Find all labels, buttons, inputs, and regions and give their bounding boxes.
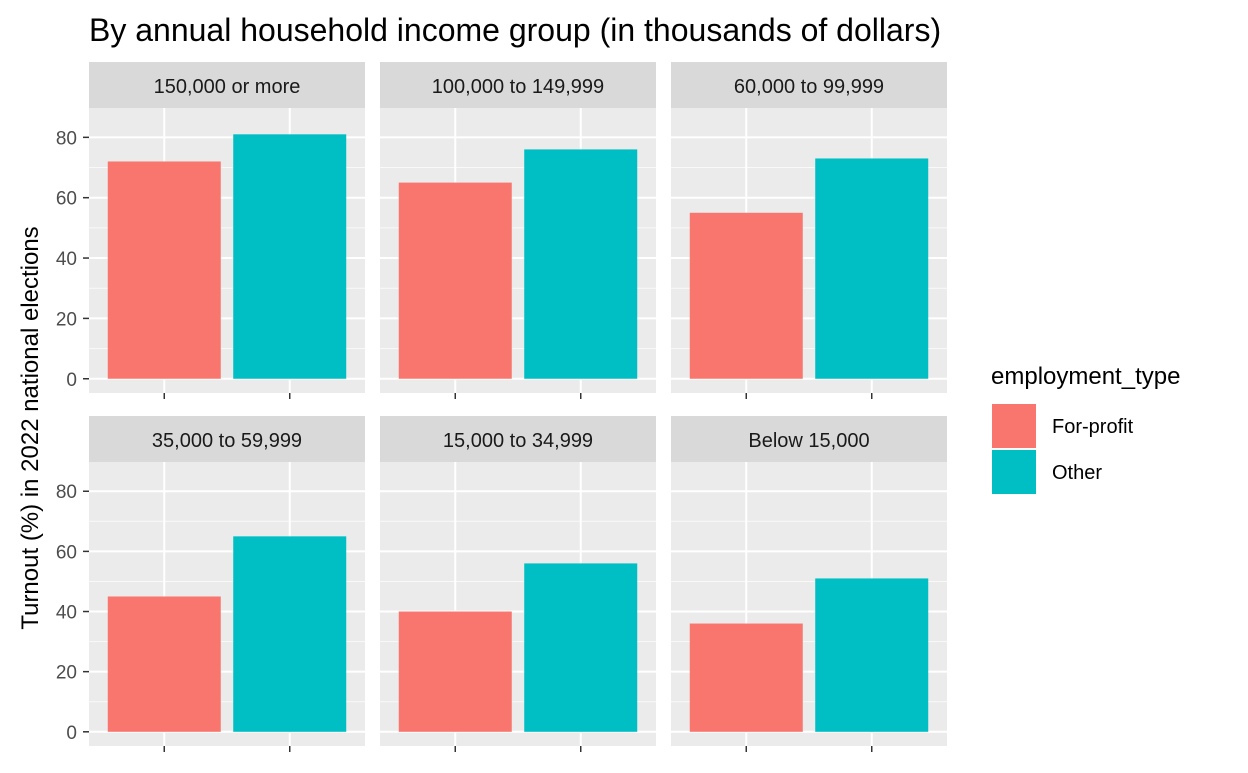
y-tick-label: 80 bbox=[56, 128, 77, 149]
legend-label: For-profit bbox=[1052, 416, 1134, 438]
bar-for-profit bbox=[398, 182, 512, 379]
y-tick-label: 40 bbox=[56, 249, 77, 270]
legend-title: employment_type bbox=[991, 363, 1180, 390]
legend-key-other bbox=[990, 448, 1038, 496]
y-tick-label: 60 bbox=[56, 542, 77, 563]
y-axis-title: Turnout (%) in 2022 national elections bbox=[17, 226, 44, 629]
y-tick-label: 0 bbox=[66, 723, 77, 744]
facet-strip bbox=[89, 416, 365, 462]
legend-label: Other bbox=[1052, 462, 1102, 484]
facet-strip bbox=[671, 62, 947, 108]
facet-panels: 150,000 or more 0 20 40 60 80 100,000 to 149,9… bbox=[56, 62, 947, 752]
bar-for-profit bbox=[689, 212, 803, 379]
bar-for-profit bbox=[107, 161, 221, 379]
bar-other bbox=[233, 134, 347, 379]
facet-strip-label: 100,000 to 149,999 bbox=[432, 76, 604, 98]
bar-other bbox=[233, 536, 347, 732]
bar-other bbox=[815, 578, 929, 732]
facet-strip bbox=[671, 416, 947, 462]
facet-strip-label: Below 15,000 bbox=[748, 430, 869, 452]
y-tick-label: 0 bbox=[66, 370, 77, 391]
bar-for-profit bbox=[398, 611, 512, 732]
facet-strip-label: 60,000 to 99,999 bbox=[734, 76, 884, 98]
facet-strip bbox=[89, 62, 365, 108]
facet-strip-label: 35,000 to 59,999 bbox=[152, 430, 302, 452]
bar-other bbox=[524, 149, 638, 379]
bar-for-profit bbox=[689, 623, 803, 732]
bar-other bbox=[815, 158, 929, 379]
facet-strip-label: 150,000 or more bbox=[154, 76, 301, 98]
y-tick-label: 20 bbox=[56, 309, 77, 330]
legend: employment_type For-profit Other bbox=[990, 363, 1180, 496]
facet-strip bbox=[380, 62, 656, 108]
legend-key-for-profit bbox=[990, 402, 1038, 450]
bar-for-profit bbox=[107, 596, 221, 732]
y-tick-label: 60 bbox=[56, 189, 77, 210]
y-tick-label: 20 bbox=[56, 663, 77, 684]
chart-title: By annual household income group (in tho… bbox=[89, 12, 941, 48]
bar-other bbox=[524, 563, 638, 732]
y-tick-label: 80 bbox=[56, 482, 77, 503]
facet-strip-label: 15,000 to 34,999 bbox=[443, 430, 593, 452]
facet-strip bbox=[380, 416, 656, 462]
y-tick-label: 40 bbox=[56, 603, 77, 624]
